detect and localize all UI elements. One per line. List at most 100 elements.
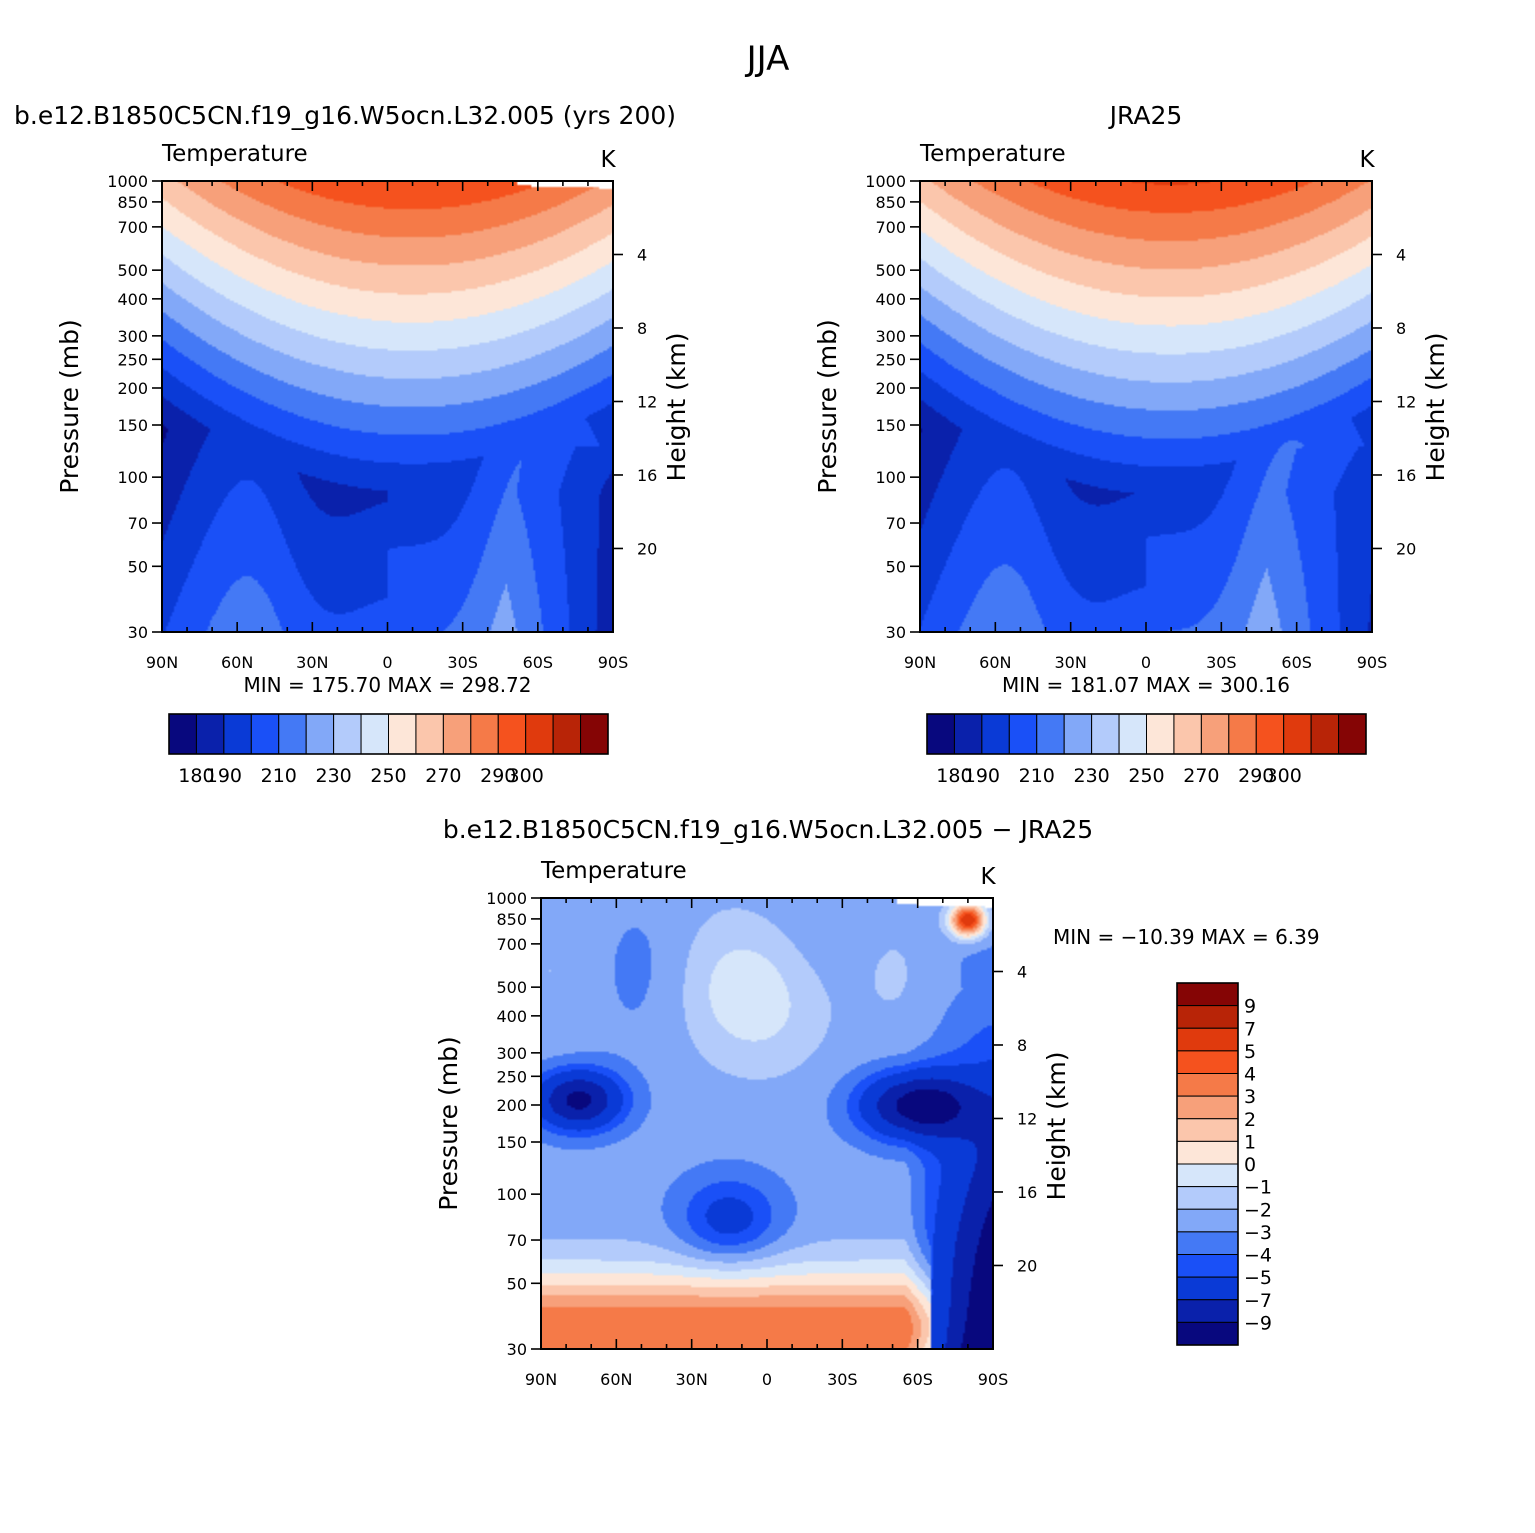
- colorbar-box: [1176, 1321, 1239, 1346]
- colorbar-box: [1176, 1276, 1239, 1301]
- colorbar-box: [1176, 1163, 1239, 1188]
- colorbar-label: 190: [206, 765, 242, 787]
- y-tick-label: 50: [507, 1274, 527, 1293]
- y-tick-label: 850: [117, 193, 148, 212]
- x-tick-label: 60S: [902, 1370, 933, 1389]
- colorbar-box: [333, 713, 362, 755]
- height-tick-label: 16: [637, 466, 657, 485]
- colorbar-box: [1176, 1140, 1239, 1165]
- panel-1: b.e12.B1850C5CN.f19_g16.W5ocn.L32.005 (y…: [14, 101, 691, 787]
- y-tick-label: 500: [496, 978, 527, 997]
- y-tick-label: 100: [875, 468, 906, 487]
- x-tick-label: 60S: [523, 653, 554, 672]
- colorbar-label: −5: [1244, 1267, 1272, 1289]
- y-tick-label: 300: [117, 327, 148, 346]
- y-tick-label: 700: [496, 935, 527, 954]
- colorbar-label: 180: [178, 765, 214, 787]
- x-tick-label: 90N: [904, 653, 936, 672]
- colorbar-label: −2: [1244, 1199, 1272, 1221]
- y-tick-label: 250: [496, 1067, 527, 1086]
- colorbar-box: [1283, 713, 1312, 755]
- x-tick-label: 0: [1141, 653, 1151, 672]
- colorbar-label: 2: [1244, 1109, 1256, 1131]
- contour-field: [162, 181, 613, 632]
- colorbar-label: 0: [1244, 1154, 1256, 1176]
- height-tick-label: 12: [1396, 392, 1416, 411]
- colorbar-box: [1118, 713, 1147, 755]
- colorbar-box: [1338, 713, 1367, 755]
- units-label: K: [600, 147, 616, 173]
- colorbar-box: [470, 713, 499, 755]
- y-axis-right-title: Height (km): [1042, 1052, 1071, 1201]
- colorbar-label: 7: [1244, 1018, 1256, 1040]
- colorbar-box: [1176, 1254, 1239, 1278]
- colorbar-frame: [168, 713, 609, 755]
- y-tick-label: 700: [117, 218, 148, 237]
- colorbar-box: [1176, 1095, 1239, 1120]
- colorbar-label: 190: [964, 765, 1000, 787]
- colorbar-box: [388, 713, 417, 755]
- panel-title: b.e12.B1850C5CN.f19_g16.W5ocn.L32.005 (y…: [14, 101, 676, 130]
- colorbar-label: 270: [425, 765, 461, 787]
- figure-title: JJA: [745, 39, 790, 79]
- colorbar-box: [1176, 1073, 1239, 1097]
- colorbar-box: [223, 713, 252, 755]
- colorbar-label: 210: [1019, 765, 1055, 787]
- colorbar-box: [497, 713, 527, 755]
- height-tick-label: 16: [1396, 466, 1416, 485]
- y-tick-label: 500: [875, 261, 906, 280]
- y-tick-label: 1000: [107, 172, 148, 191]
- colorbar-box: [360, 713, 389, 755]
- min-max-label: MIN = 175.70 MAX = 298.72: [243, 673, 531, 697]
- colorbar-box: [1176, 1005, 1239, 1029]
- contour-field: [920, 181, 1372, 632]
- y-tick-label: 200: [875, 379, 906, 398]
- colorbar-box: [552, 713, 582, 755]
- panel-title: b.e12.B1850C5CN.f19_g16.W5ocn.L32.005 − …: [443, 815, 1093, 844]
- colorbar-box: [1176, 1118, 1239, 1142]
- y-tick-label: 300: [875, 327, 906, 346]
- y-tick-label: 400: [117, 290, 148, 309]
- x-tick-label: 30S: [1206, 653, 1237, 672]
- colorbar-box: [1255, 713, 1285, 755]
- colorbar-box: [1176, 1231, 1239, 1255]
- colorbar-box: [580, 713, 609, 755]
- y-tick-label: 50: [886, 557, 906, 576]
- panel-2: JRA25 Temperature K 90N 60N 30N 0 30S 60S 90S 30 50…: [813, 101, 1450, 787]
- y-tick-label: 850: [496, 910, 527, 929]
- colorbar-box: [1176, 1186, 1239, 1210]
- min-max-label: MIN = 181.07 MAX = 300.16: [1002, 673, 1290, 697]
- colorbar-box: [415, 713, 444, 755]
- colorbar-box: [1176, 1299, 1239, 1323]
- height-tick-label: 20: [637, 539, 657, 558]
- colorbar-label: 290: [1238, 765, 1274, 787]
- colorbar-box: [953, 713, 983, 755]
- colorbar-label: 1: [1244, 1131, 1256, 1153]
- x-tick-label: 60N: [600, 1370, 632, 1389]
- y-tick-label: 700: [875, 218, 906, 237]
- height-tick-label: 12: [1017, 1109, 1037, 1128]
- y-tick-label: 250: [875, 350, 906, 369]
- colorbar-label: −4: [1244, 1245, 1272, 1267]
- colorbar-box: [305, 713, 335, 755]
- colorbar-label: 210: [261, 765, 297, 787]
- x-tick-label: 30N: [676, 1370, 708, 1389]
- y-tick-label: 400: [875, 290, 906, 309]
- colorbar-box: [981, 713, 1010, 755]
- colorbar-label: 300: [508, 765, 544, 787]
- colorbar-box: [195, 713, 225, 755]
- colorbar-box: [1200, 713, 1230, 755]
- colorbar-box: [1063, 713, 1093, 755]
- x-tick-label: 0: [382, 653, 392, 672]
- x-tick-label: 90S: [598, 653, 629, 672]
- variable-label: Temperature: [540, 858, 687, 884]
- height-tick-label: 20: [1396, 539, 1416, 558]
- y-tick-label: 850: [875, 193, 906, 212]
- panel-3: b.e12.B1850C5CN.f19_g16.W5ocn.L32.005 − …: [434, 815, 1320, 1389]
- y-axis-title: Pressure (mb): [55, 319, 84, 493]
- y-tick-label: 150: [496, 1133, 527, 1152]
- height-tick-label: 8: [1017, 1036, 1027, 1055]
- colorbar-box: [442, 713, 472, 755]
- y-axis-right-title: Height (km): [1421, 333, 1450, 482]
